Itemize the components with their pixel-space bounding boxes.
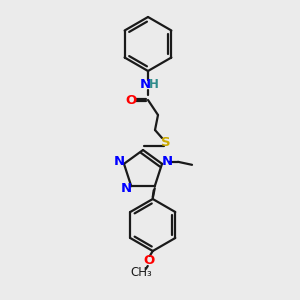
Text: N: N [140, 79, 151, 92]
Text: H: H [149, 79, 159, 92]
Text: S: S [161, 136, 171, 148]
Text: N: N [113, 155, 124, 168]
Text: N: N [161, 155, 172, 168]
Text: O: O [143, 254, 154, 268]
Text: CH₃: CH₃ [130, 266, 152, 280]
Text: N: N [121, 182, 132, 195]
Text: O: O [125, 94, 136, 106]
